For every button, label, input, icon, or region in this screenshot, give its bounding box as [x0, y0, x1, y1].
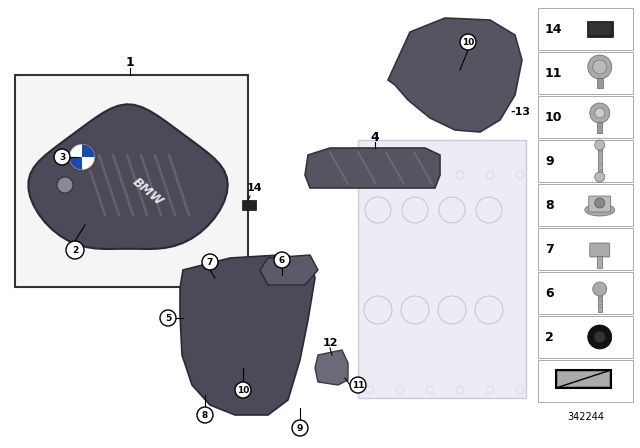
Circle shape: [57, 177, 73, 193]
Circle shape: [54, 149, 70, 165]
Text: 342244: 342244: [567, 412, 604, 422]
Bar: [587, 21, 612, 37]
Circle shape: [594, 331, 605, 343]
Circle shape: [460, 34, 476, 50]
FancyBboxPatch shape: [589, 196, 611, 212]
Bar: [538, 360, 633, 402]
Text: 4: 4: [371, 130, 380, 143]
Bar: [538, 228, 633, 270]
Text: 6: 6: [545, 287, 554, 300]
Text: 9: 9: [545, 155, 554, 168]
Text: 8: 8: [202, 410, 208, 419]
Ellipse shape: [585, 204, 615, 216]
Text: -13: -13: [510, 107, 530, 117]
Circle shape: [595, 172, 605, 182]
Circle shape: [588, 325, 612, 349]
Circle shape: [68, 143, 96, 171]
Wedge shape: [69, 144, 82, 157]
Bar: [598, 143, 602, 179]
Text: 8: 8: [545, 198, 554, 211]
Bar: [538, 272, 633, 314]
Bar: [15, 75, 248, 287]
Bar: [538, 8, 633, 50]
Text: 10: 10: [462, 38, 474, 47]
Text: 11: 11: [352, 380, 364, 389]
Text: 10: 10: [237, 385, 249, 395]
Circle shape: [160, 310, 176, 326]
Polygon shape: [180, 255, 315, 415]
Text: 3: 3: [59, 152, 65, 161]
Text: 10: 10: [545, 111, 563, 124]
Wedge shape: [82, 157, 95, 170]
Circle shape: [589, 103, 610, 123]
Circle shape: [350, 377, 366, 393]
Polygon shape: [388, 18, 522, 132]
FancyBboxPatch shape: [589, 243, 610, 257]
Text: BMW: BMW: [130, 176, 166, 208]
Text: 1: 1: [125, 56, 134, 69]
Circle shape: [595, 198, 605, 208]
Bar: [597, 256, 602, 268]
Circle shape: [66, 241, 84, 259]
Wedge shape: [69, 157, 82, 170]
Text: 9: 9: [297, 423, 303, 432]
Circle shape: [595, 108, 605, 118]
Polygon shape: [315, 350, 348, 385]
Bar: [538, 184, 633, 226]
Text: 12: 12: [323, 338, 338, 348]
Text: 2: 2: [72, 246, 78, 254]
Circle shape: [588, 55, 612, 79]
Polygon shape: [305, 148, 440, 188]
Circle shape: [292, 420, 308, 436]
Text: 7: 7: [545, 242, 554, 255]
Bar: [358, 140, 526, 398]
Circle shape: [197, 407, 213, 423]
Text: 11: 11: [545, 66, 563, 79]
Bar: [538, 96, 633, 138]
Circle shape: [274, 252, 290, 268]
Bar: [538, 316, 633, 358]
Bar: [589, 23, 611, 35]
Text: 14: 14: [545, 22, 563, 35]
Bar: [597, 122, 602, 133]
Bar: [598, 296, 602, 312]
Text: 5: 5: [165, 314, 171, 323]
Text: 7: 7: [207, 258, 213, 267]
Polygon shape: [28, 104, 228, 249]
Text: 2: 2: [545, 331, 554, 344]
Circle shape: [595, 140, 605, 150]
Bar: [538, 52, 633, 94]
Circle shape: [593, 60, 607, 74]
Wedge shape: [82, 144, 95, 157]
Text: 14: 14: [247, 183, 263, 193]
Circle shape: [593, 282, 607, 296]
Circle shape: [202, 254, 218, 270]
Bar: [538, 140, 633, 182]
Text: 6: 6: [279, 255, 285, 264]
Circle shape: [235, 382, 251, 398]
Polygon shape: [260, 255, 318, 285]
Bar: [242, 200, 256, 210]
Bar: [596, 78, 603, 88]
Bar: [558, 372, 609, 386]
Bar: [556, 370, 611, 388]
